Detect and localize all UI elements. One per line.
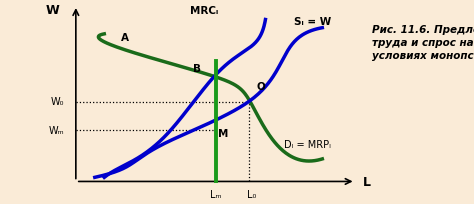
Text: B: B xyxy=(193,63,201,73)
Text: A: A xyxy=(121,33,129,43)
Text: Sₗ = W: Sₗ = W xyxy=(294,17,331,27)
Text: Рис. 11.6. Предложение
труда и спрос на него в
условиях монопсонии: Рис. 11.6. Предложение труда и спрос на … xyxy=(372,24,474,61)
Text: O: O xyxy=(256,82,265,92)
Text: Dₗ = MRPₗ: Dₗ = MRPₗ xyxy=(284,139,331,149)
Text: Wₘ: Wₘ xyxy=(48,126,64,135)
Text: M: M xyxy=(218,129,228,139)
Text: L: L xyxy=(363,175,371,188)
Text: W₀: W₀ xyxy=(51,97,64,107)
Text: MRCₗ: MRCₗ xyxy=(190,6,218,16)
Text: Lₘ: Lₘ xyxy=(210,189,221,199)
Text: L₀: L₀ xyxy=(246,189,256,199)
Text: W: W xyxy=(45,4,59,17)
